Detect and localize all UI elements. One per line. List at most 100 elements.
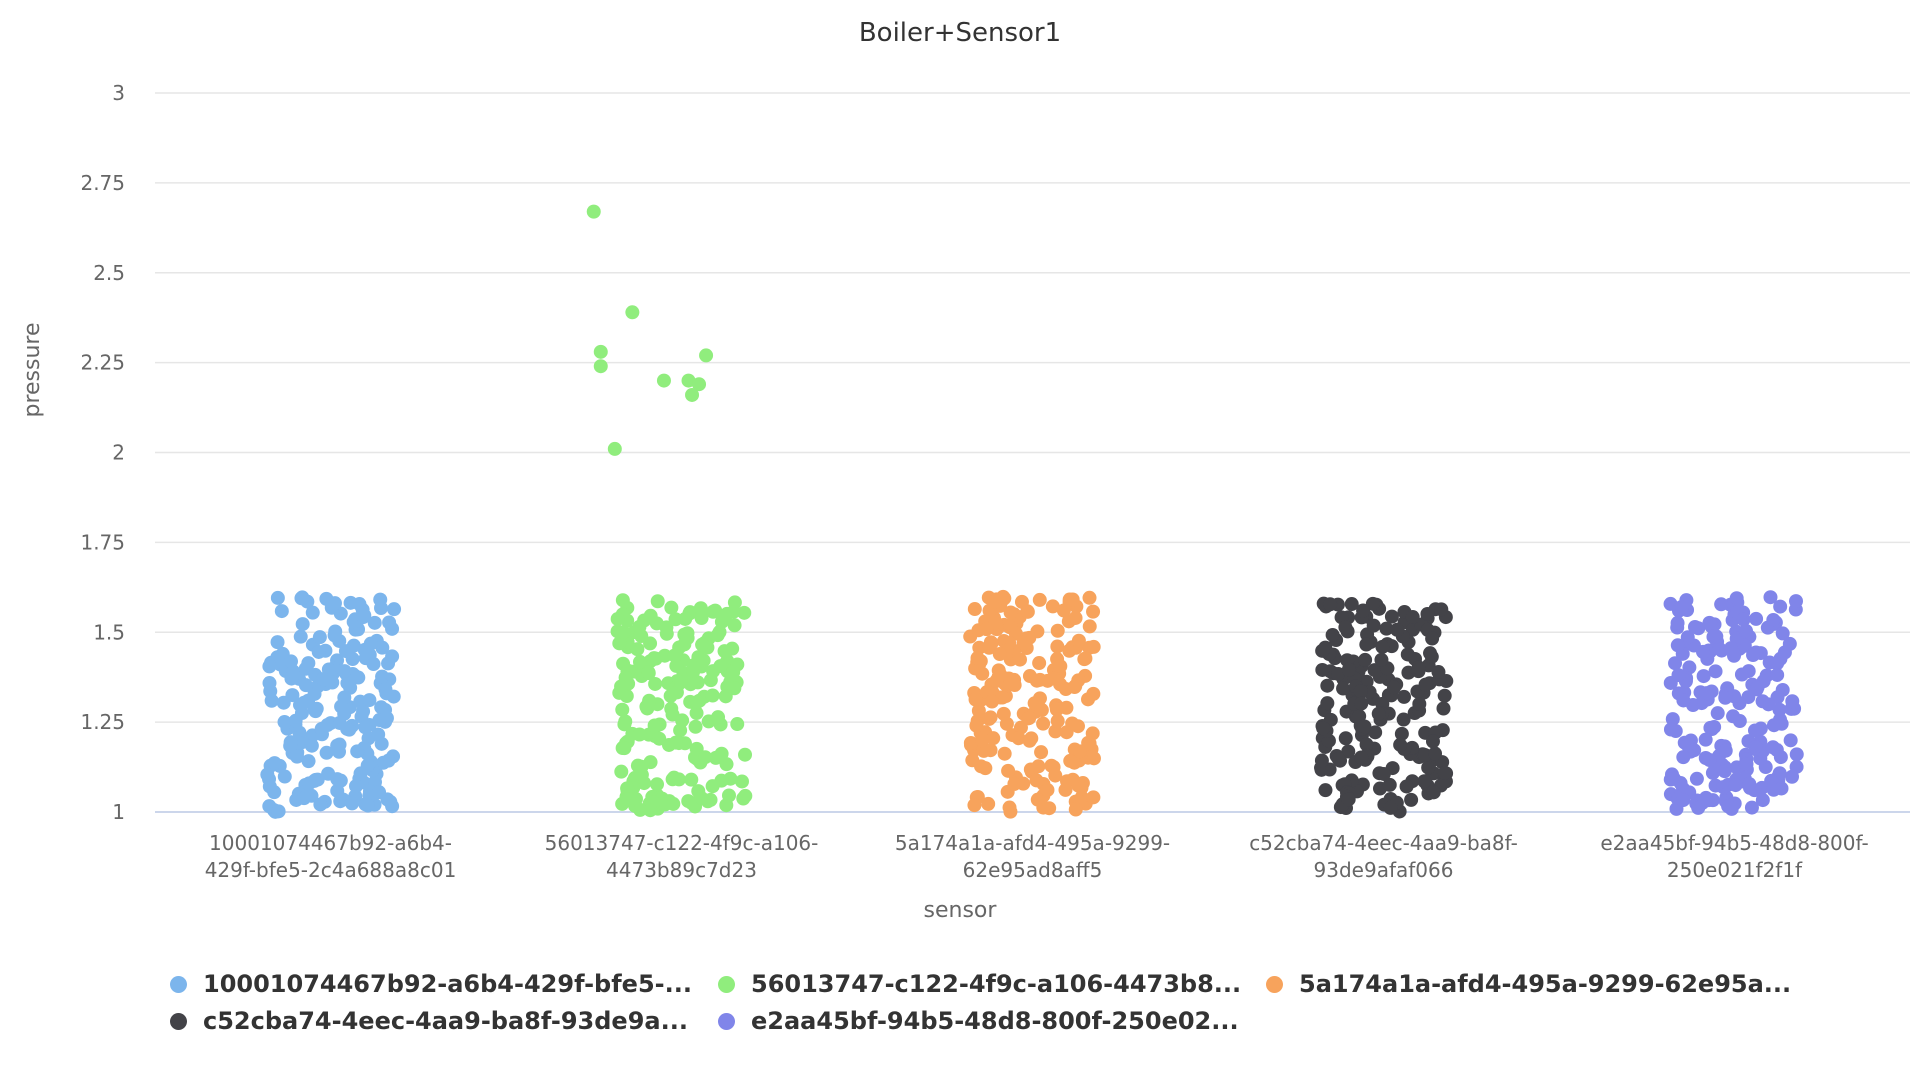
data-point xyxy=(688,719,703,734)
data-point xyxy=(659,620,674,635)
data-point xyxy=(1003,618,1018,633)
data-point xyxy=(1766,718,1781,733)
data-point xyxy=(307,702,322,717)
data-point xyxy=(972,640,987,655)
data-point xyxy=(1749,611,1764,626)
legend-item[interactable]: 10001074467b92-a6b4-429f-bfe5-... xyxy=(170,970,692,998)
data-point xyxy=(1411,660,1426,675)
data-point xyxy=(705,779,720,794)
data-point xyxy=(1352,709,1367,724)
x-axis-label: sensor xyxy=(923,898,997,923)
data-point xyxy=(1082,590,1097,605)
data-point xyxy=(1383,800,1398,815)
data-point xyxy=(1013,652,1028,667)
data-point xyxy=(721,788,736,803)
y-tick-label: 2 xyxy=(112,441,125,465)
data-point xyxy=(616,625,631,640)
data-point xyxy=(1789,594,1804,609)
data-point xyxy=(288,713,303,728)
data-point xyxy=(1687,619,1702,634)
legend-item[interactable]: c52cba74-4eec-4aa9-ba8f-93de9a... xyxy=(170,1007,688,1035)
data-point xyxy=(1353,684,1368,699)
data-point xyxy=(363,636,378,651)
data-point xyxy=(1382,777,1397,792)
data-point xyxy=(334,699,349,714)
data-point xyxy=(1702,753,1717,768)
data-point xyxy=(968,692,983,707)
data-point xyxy=(692,377,707,392)
data-point xyxy=(1068,610,1083,625)
data-point xyxy=(315,672,330,687)
data-point xyxy=(1670,638,1685,653)
data-point xyxy=(681,373,696,388)
data-point xyxy=(1376,766,1391,781)
data-point xyxy=(1007,678,1022,693)
data-point xyxy=(643,636,658,651)
data-point xyxy=(276,695,291,710)
data-point xyxy=(997,746,1012,761)
data-point xyxy=(706,604,721,619)
data-point xyxy=(1699,790,1714,805)
data-point xyxy=(1369,663,1384,678)
data-point xyxy=(1086,639,1101,654)
data-point xyxy=(1755,694,1770,709)
data-point xyxy=(963,735,978,750)
legend-item[interactable]: 5a174a1a-afd4-495a-9299-62e95a... xyxy=(1266,970,1791,998)
data-point xyxy=(714,746,729,761)
data-point xyxy=(1065,716,1080,731)
chart-title: Boiler+Sensor1 xyxy=(858,18,1062,48)
data-point xyxy=(1425,631,1440,646)
data-point xyxy=(327,596,342,611)
data-point xyxy=(320,718,335,733)
data-point xyxy=(1699,686,1714,701)
data-point xyxy=(354,709,369,724)
data-point xyxy=(1770,667,1785,682)
data-point xyxy=(699,348,714,363)
data-point xyxy=(652,731,667,746)
data-point xyxy=(1338,620,1353,635)
data-point xyxy=(586,204,601,219)
data-point xyxy=(381,656,396,671)
data-point xyxy=(727,618,742,633)
data-point xyxy=(260,767,275,782)
data-point xyxy=(1671,668,1686,683)
x-tick-label: 5a174a1a-afd4-495a-9299- xyxy=(895,831,1170,855)
data-point xyxy=(1710,706,1725,721)
x-tick-label: c52cba74-4eec-4aa9-ba8f- xyxy=(1249,831,1518,855)
data-point xyxy=(1320,678,1335,693)
data-point xyxy=(738,747,753,762)
data-point xyxy=(1365,596,1380,611)
legend-marker xyxy=(718,1012,735,1030)
data-point xyxy=(1423,646,1438,661)
data-point xyxy=(270,635,285,650)
data-point xyxy=(593,344,608,359)
data-point xyxy=(633,802,648,817)
data-point xyxy=(1742,776,1757,791)
data-point xyxy=(647,718,662,733)
data-point xyxy=(1020,604,1035,619)
data-point xyxy=(1086,604,1101,619)
legend-item[interactable]: e2aa45bf-94b5-48d8-800f-250e02... xyxy=(718,1007,1239,1035)
legend-item[interactable]: 56013747-c122-4f9c-a106-4473b8... xyxy=(718,970,1241,998)
data-point xyxy=(669,658,684,673)
data-point xyxy=(1086,751,1101,766)
data-point xyxy=(1703,720,1718,735)
data-point xyxy=(969,718,984,733)
data-point xyxy=(621,792,636,807)
data-point xyxy=(717,644,732,659)
data-point xyxy=(277,715,292,730)
data-point xyxy=(1412,697,1427,712)
legend-label: 5a174a1a-afd4-495a-9299-62e95a... xyxy=(1299,970,1792,998)
data-point xyxy=(262,676,277,691)
data-point xyxy=(343,595,358,610)
data-point xyxy=(1670,616,1685,631)
data-point xyxy=(996,706,1011,721)
y-tick-label: 1.5 xyxy=(93,620,125,644)
data-point xyxy=(313,797,328,812)
data-point xyxy=(1086,790,1101,805)
data-point xyxy=(1050,623,1065,638)
data-point xyxy=(1709,629,1724,644)
data-point xyxy=(1728,778,1743,793)
legend-marker xyxy=(170,975,187,993)
data-point xyxy=(1013,720,1028,735)
